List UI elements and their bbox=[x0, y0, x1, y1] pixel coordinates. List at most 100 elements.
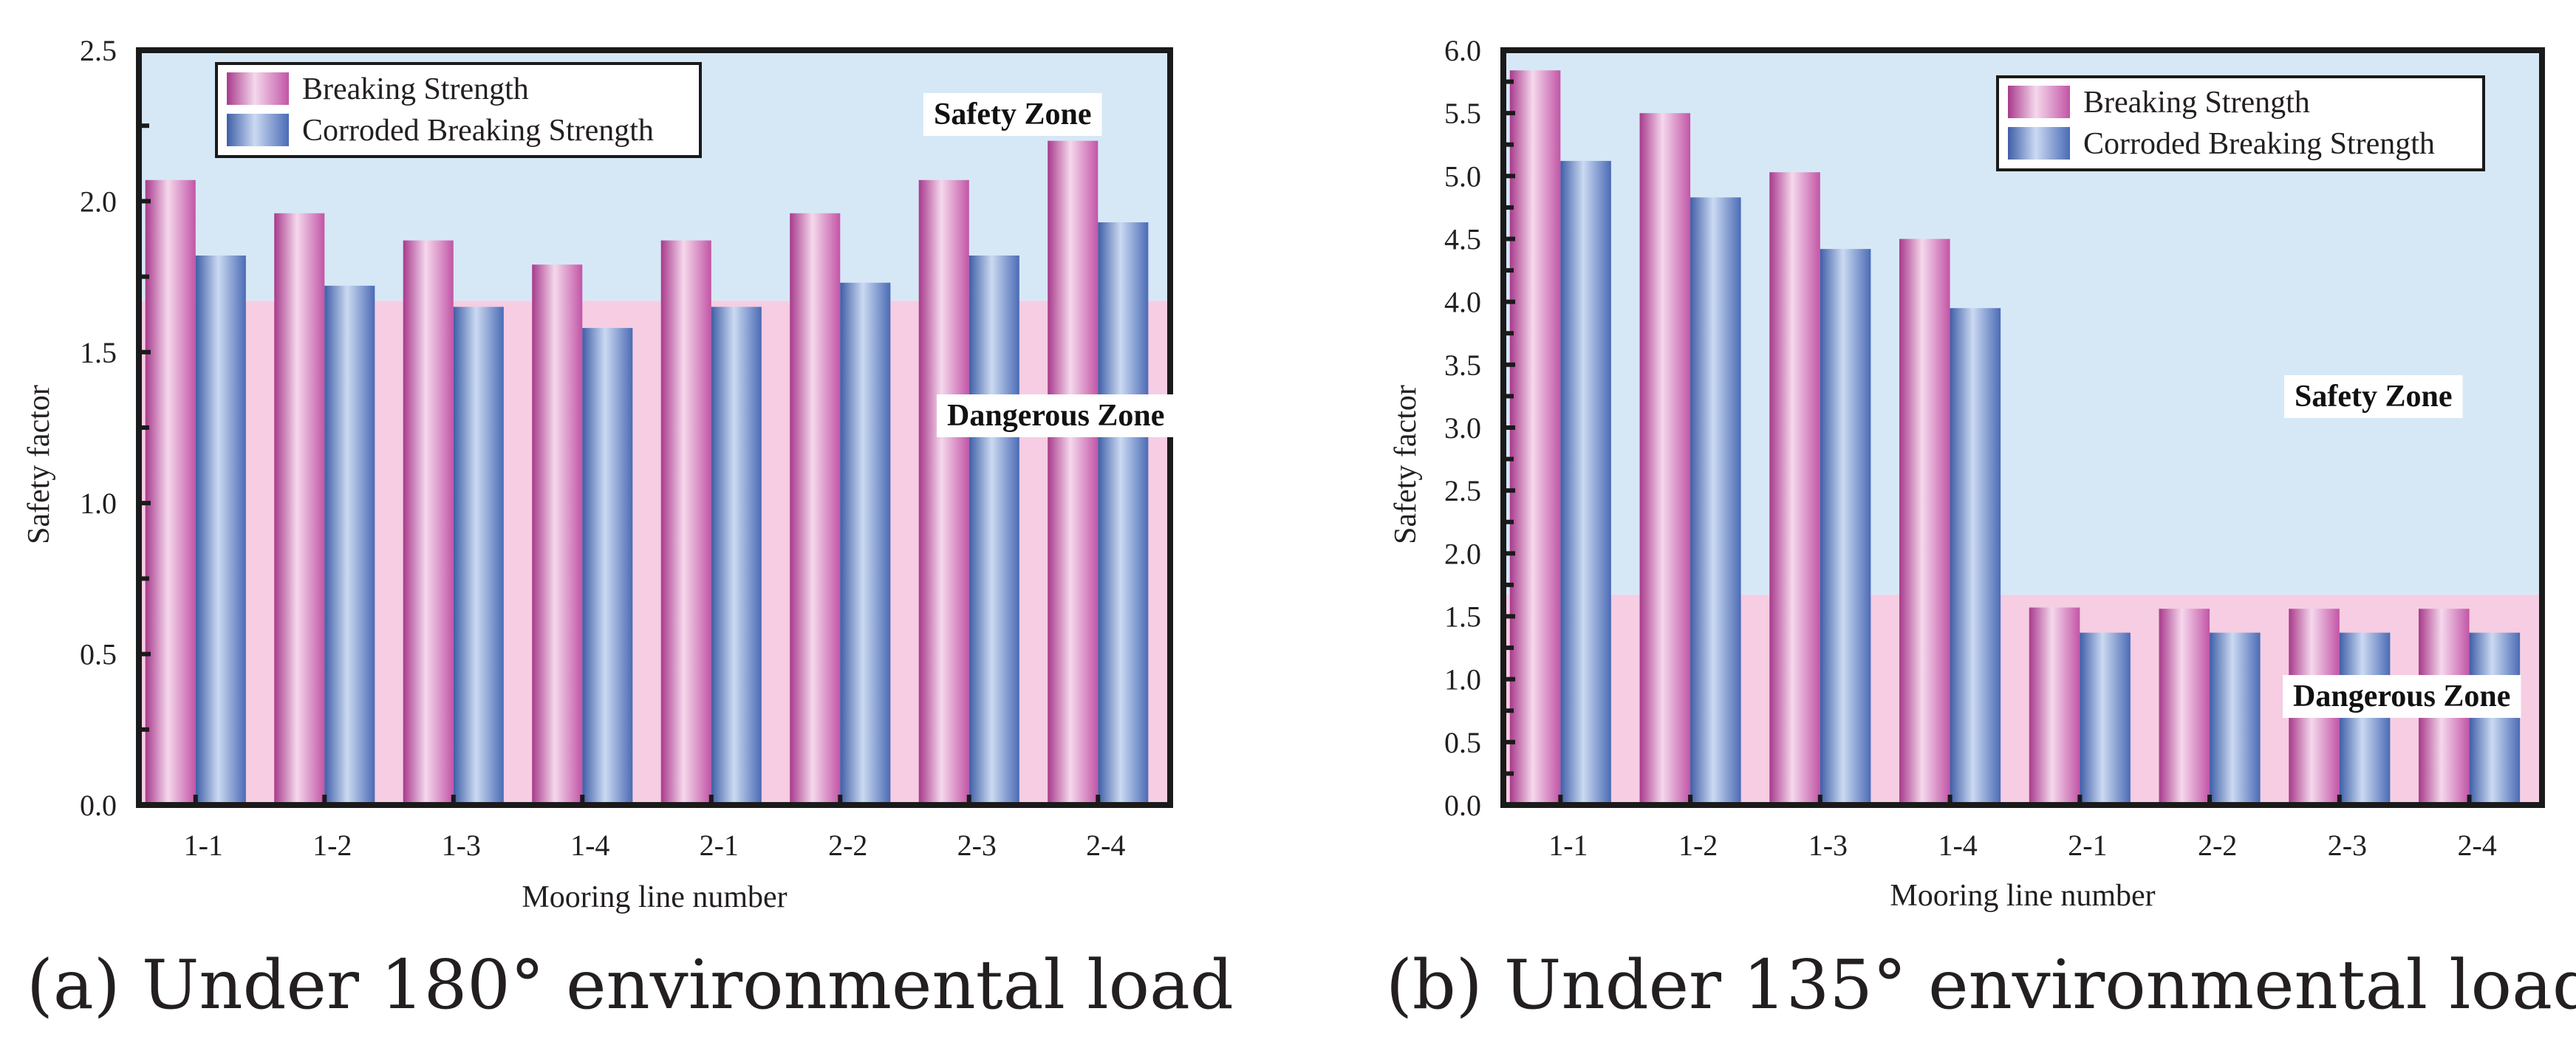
y-tick-label: 1.5 bbox=[1444, 600, 1481, 634]
chart-panel-a: 0.0 0.5 1.0 1.5 2.0 2.5 1-1 1-2 1-3 1-4 2-1 2-2 2-3… bbox=[22, 34, 1234, 1024]
y-tick-label: 5.5 bbox=[1444, 97, 1481, 130]
legend: Breaking Strength Corroded Breaking Stre… bbox=[1996, 75, 2485, 171]
bar-corroded-2-3 bbox=[968, 255, 1019, 805]
legend-box bbox=[215, 62, 702, 158]
bar-breaking-2-2 bbox=[2159, 609, 2210, 805]
y-tick-label: 0.0 bbox=[1444, 789, 1481, 822]
y-tick-label: 4.5 bbox=[1444, 223, 1481, 256]
bar-breaking-1-1 bbox=[1509, 70, 1561, 805]
y-tick-label: 1.5 bbox=[80, 336, 117, 369]
legend-box bbox=[1996, 75, 2485, 171]
y-tick-label: 3.0 bbox=[1444, 411, 1481, 445]
x-tick-label: 1-4 bbox=[1938, 829, 1977, 862]
x-tick-label: 2-1 bbox=[2068, 829, 2107, 862]
safety-zone-label-bg bbox=[923, 93, 1102, 136]
x-axis-label: Mooring line number bbox=[1890, 879, 2155, 913]
bar-corroded-1-3 bbox=[453, 306, 504, 806]
dangerous-zone-label: Dangerous Zone bbox=[2293, 679, 2510, 713]
x-tick-label: 2-2 bbox=[828, 829, 867, 862]
y-tick-label: 1.0 bbox=[1444, 663, 1481, 696]
y-tick-label: 1.0 bbox=[80, 487, 117, 520]
bar-corroded-1-4 bbox=[1950, 308, 2001, 805]
x-tick-label: 1-3 bbox=[1808, 829, 1848, 862]
dangerous-zone-label-bg bbox=[937, 394, 1175, 437]
x-axis-label: Mooring line number bbox=[522, 880, 787, 914]
y-tick-label: 2.5 bbox=[80, 34, 117, 67]
y-axis: 0.0 0.5 1.0 1.5 2.0 2.5 bbox=[80, 34, 151, 822]
bar-corroded-2-1 bbox=[711, 306, 762, 806]
legend-label-corroded: Corroded Breaking Strength bbox=[302, 114, 654, 148]
bars-group bbox=[1509, 70, 2521, 806]
bar-breaking-1-4 bbox=[532, 264, 583, 805]
x-tick-label: 2-1 bbox=[700, 829, 739, 862]
bar-corroded-2-1 bbox=[2080, 632, 2131, 805]
bar-breaking-2-4 bbox=[1048, 140, 1099, 805]
bar-corroded-2-3 bbox=[2339, 632, 2391, 805]
bar-breaking-1-3 bbox=[1769, 172, 1820, 805]
bar-corroded-1-4 bbox=[582, 328, 633, 805]
y-tick-label: 5.0 bbox=[1444, 160, 1481, 193]
chart-panel-b: 0.00.51.01.52.02.53.03.54.04.55.05.56.0 … bbox=[1386, 34, 2576, 1024]
caption-a: (a) Under 180° environmental load bbox=[27, 945, 1234, 1024]
x-axis: 1-1 1-2 1-3 1-4 2-1 2-2 2-3 2-4 bbox=[184, 795, 1125, 862]
legend-swatch-corroded bbox=[227, 114, 289, 146]
x-tick-label: 1-3 bbox=[442, 829, 481, 862]
bar-corroded-1-2 bbox=[1690, 197, 1741, 805]
legend-label-breaking: Breaking Strength bbox=[302, 72, 529, 106]
bar-breaking-2-1 bbox=[2029, 607, 2080, 805]
bar-corroded-2-4 bbox=[2469, 632, 2521, 805]
legend: Breaking Strength Corroded Breaking Stre… bbox=[215, 62, 702, 158]
safety-zone-label-bg bbox=[2284, 375, 2463, 418]
bar-corroded-1-1 bbox=[195, 255, 246, 805]
safety-zone-label: Safety Zone bbox=[2295, 380, 2453, 414]
y-tick-label: 3.5 bbox=[1444, 349, 1481, 382]
x-tick-label: 2-4 bbox=[2457, 829, 2496, 862]
bar-breaking-1-2 bbox=[274, 213, 325, 805]
y-axis-label: Safety factor bbox=[22, 385, 56, 544]
y-tick-label: 0.5 bbox=[80, 638, 117, 671]
dangerous-zone-label-bg bbox=[2283, 675, 2521, 718]
y-tick-label: 2.5 bbox=[1444, 474, 1481, 507]
bar-breaking-2-3 bbox=[918, 179, 969, 805]
y-tick-label: 2.0 bbox=[80, 185, 117, 218]
legend-swatch-corroded bbox=[2008, 127, 2070, 160]
x-tick-label: 2-3 bbox=[2328, 829, 2367, 862]
dangerous-zone-label: Dangerous Zone bbox=[947, 399, 1164, 433]
bar-breaking-1-3 bbox=[403, 240, 454, 805]
legend-swatch-breaking bbox=[2008, 86, 2070, 118]
bar-corroded-2-2 bbox=[840, 282, 891, 805]
safety-zone-label: Safety Zone bbox=[934, 97, 1092, 131]
legend-swatch-breaking bbox=[227, 72, 289, 105]
bar-breaking-1-1 bbox=[145, 179, 196, 805]
bar-breaking-1-2 bbox=[1639, 113, 1691, 805]
x-tick-label: 1-1 bbox=[184, 829, 223, 862]
x-tick-label: 2-2 bbox=[2198, 829, 2237, 862]
x-tick-label: 1-4 bbox=[570, 829, 609, 862]
y-tick-label: 0.0 bbox=[80, 789, 117, 822]
bar-breaking-2-1 bbox=[660, 240, 711, 805]
y-tick-label: 0.5 bbox=[1444, 726, 1481, 759]
bar-corroded-2-2 bbox=[2210, 632, 2261, 805]
y-axis-label: Safety factor bbox=[1389, 385, 1423, 544]
legend-label-breaking: Breaking Strength bbox=[2083, 86, 2310, 120]
x-tick-label: 2-4 bbox=[1086, 829, 1125, 862]
x-tick-label: 1-2 bbox=[312, 829, 352, 862]
bar-breaking-1-4 bbox=[1899, 239, 1950, 805]
bar-corroded-1-3 bbox=[1820, 249, 1871, 805]
caption-b: (b) Under 135° environmental load bbox=[1386, 945, 2576, 1024]
y-tick-label: 2.0 bbox=[1444, 537, 1481, 570]
x-axis: 1-1 1-2 1-3 1-4 2-1 2-2 2-3 2-4 bbox=[1548, 795, 2497, 862]
bar-breaking-2-2 bbox=[790, 213, 841, 805]
bar-corroded-2-4 bbox=[1098, 222, 1149, 805]
x-tick-label: 1-1 bbox=[1548, 829, 1588, 862]
legend-label-corroded: Corroded Breaking Strength bbox=[2083, 127, 2435, 161]
bars-group bbox=[145, 140, 1149, 806]
x-tick-label: 2-3 bbox=[957, 829, 997, 862]
y-tick-label: 6.0 bbox=[1444, 34, 1481, 67]
x-tick-label: 1-2 bbox=[1678, 829, 1718, 862]
y-tick-label: 4.0 bbox=[1444, 286, 1481, 319]
y-axis: 0.0 0.5 1.0 1.5 2.0 2.5 3.0 3.5 4.0 4.5 5.0 5.5 6.0 bbox=[1444, 34, 1515, 822]
bar-corroded-1-2 bbox=[324, 285, 375, 805]
bar-corroded-1-1 bbox=[1560, 160, 1611, 806]
